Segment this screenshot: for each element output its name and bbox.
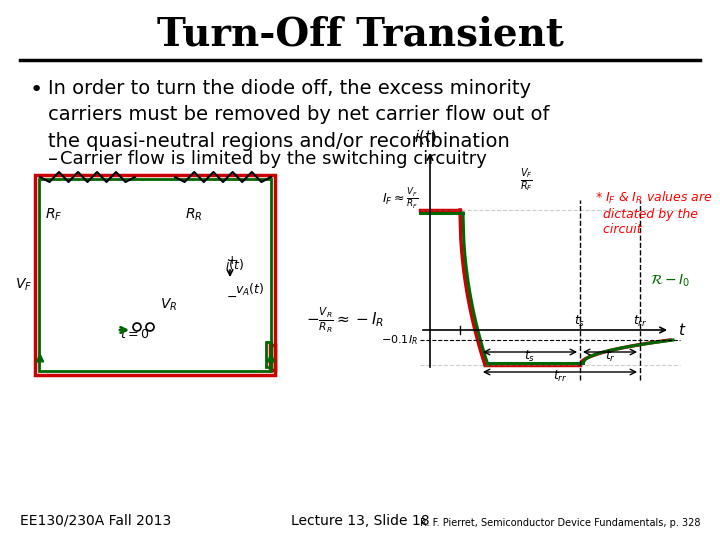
Text: In order to turn the diode off, the excess minority
carriers must be removed by : In order to turn the diode off, the exce…: [48, 79, 549, 151]
Text: Lecture 13, Slide 18: Lecture 13, Slide 18: [291, 514, 429, 528]
Text: EE130/230A Fall 2013: EE130/230A Fall 2013: [20, 514, 171, 528]
Text: * $I_F$ & $I_R$ values are
  dictated by the
  circuit: * $I_F$ & $I_R$ values are dictated by t…: [595, 190, 713, 236]
Text: $t_r$: $t_r$: [605, 349, 616, 364]
Text: −: −: [227, 291, 238, 303]
Text: $t$: $t$: [678, 322, 686, 338]
Text: $t=0$: $t=0$: [120, 328, 149, 341]
Text: $-0.1I_R$: $-0.1I_R$: [381, 333, 418, 347]
Text: $t_s$: $t_s$: [524, 349, 536, 364]
Text: $V_F$: $V_F$: [15, 277, 32, 293]
Text: R. F. Pierret, Semiconductor Device Fundamentals, p. 328: R. F. Pierret, Semiconductor Device Fund…: [420, 518, 700, 528]
Text: +: +: [227, 253, 238, 267]
Text: $V_R$: $V_R$: [160, 297, 177, 313]
Text: $i(t)$: $i(t)$: [225, 258, 244, 273]
Text: Carrier flow is limited by the switching circuitry: Carrier flow is limited by the switching…: [60, 150, 487, 168]
Text: $t_{rr}$: $t_{rr}$: [553, 369, 567, 384]
Text: $v_A(t)$: $v_A(t)$: [235, 282, 264, 298]
Text: $\mathcal{R}-I_0$: $\mathcal{R}-I_0$: [650, 273, 690, 289]
Text: –: –: [48, 150, 58, 169]
Text: $R_F$: $R_F$: [45, 207, 63, 223]
Text: •: •: [30, 80, 43, 100]
Text: Turn-Off Transient: Turn-Off Transient: [157, 16, 563, 54]
Text: $t_{rr}$: $t_{rr}$: [633, 314, 647, 329]
Text: $I_F \approx \frac{V_F}{R_F}$: $I_F \approx \frac{V_F}{R_F}$: [382, 186, 418, 211]
Text: $\frac{V_F}{R_F}$: $\frac{V_F}{R_F}$: [520, 167, 533, 194]
Text: $R_R$: $R_R$: [185, 207, 202, 223]
Text: $t_s$: $t_s$: [575, 314, 585, 329]
Text: $i(t)$: $i(t)$: [413, 129, 436, 146]
Text: $-\frac{V_R}{R_R} \approx -I_R$: $-\frac{V_R}{R_R} \approx -I_R$: [306, 306, 384, 335]
